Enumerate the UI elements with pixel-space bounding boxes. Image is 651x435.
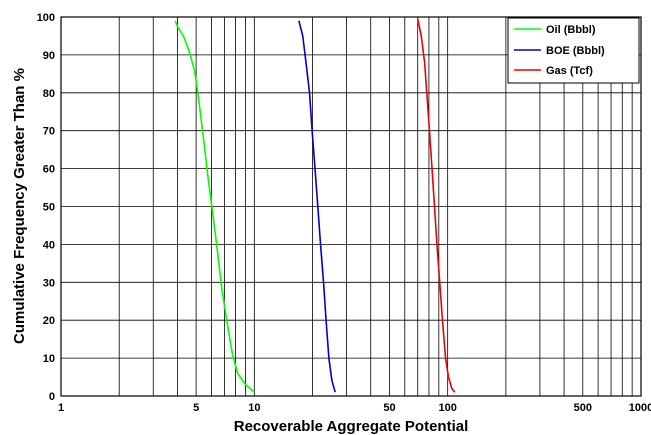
x-tick-labels: 1 5 10 50 100 500 1000 bbox=[58, 402, 651, 414]
x-tick-label: 50 bbox=[383, 402, 395, 414]
y-tick-label: 70 bbox=[43, 126, 55, 138]
series-line-gas bbox=[416, 18, 456, 393]
x-tick-label: 5 bbox=[193, 402, 199, 414]
y-tick-label: 40 bbox=[43, 239, 55, 251]
x-tick-label: 1 bbox=[58, 402, 64, 414]
y-tick-label: 50 bbox=[43, 202, 55, 214]
y-tick-label: 10 bbox=[43, 353, 55, 365]
y-tick-label: 60 bbox=[43, 164, 55, 176]
series-layer bbox=[174, 18, 456, 393]
y-tick-label: 90 bbox=[43, 50, 55, 62]
legend-label-boe: BOE (Bbbl) bbox=[546, 45, 605, 57]
y-tick-label: 20 bbox=[43, 315, 55, 327]
y-tick-label: 80 bbox=[43, 88, 55, 100]
y-tick-label: 100 bbox=[37, 12, 55, 24]
x-axis-title: Recoverable Aggregate Potential bbox=[234, 418, 469, 435]
legend-label-oil: Oil (Bbbl) bbox=[546, 24, 596, 36]
horizontal-grid bbox=[61, 54, 641, 359]
x-tick-label: 100 bbox=[438, 402, 456, 414]
x-tick-label: 500 bbox=[574, 402, 592, 414]
legend: Oil (Bbbl) BOE (Bbbl) Gas (Tcf) bbox=[507, 17, 640, 84]
y-tick-label: 0 bbox=[49, 391, 55, 403]
y-axis-title: Cumulative Frequency Greater Than % bbox=[11, 68, 28, 344]
series-line-boe bbox=[298, 20, 336, 393]
legend-label-gas: Gas (Tcf) bbox=[546, 65, 593, 77]
x-tick-label: 10 bbox=[248, 402, 260, 414]
y-tick-label: 30 bbox=[43, 277, 55, 289]
x-tick-label: 1000 bbox=[629, 402, 651, 414]
series-line-oil bbox=[174, 20, 255, 393]
y-tick-labels: 0 10 20 30 40 50 60 70 80 90 100 bbox=[37, 12, 55, 403]
